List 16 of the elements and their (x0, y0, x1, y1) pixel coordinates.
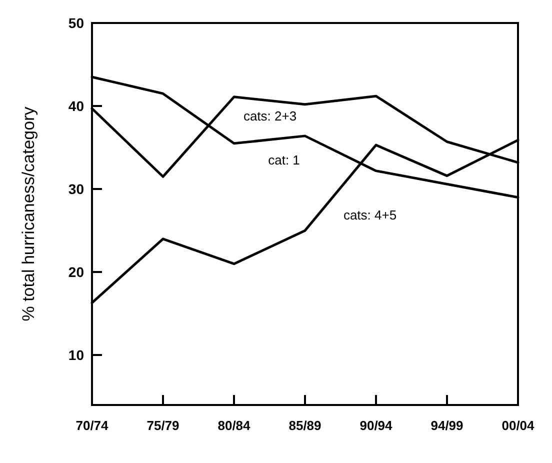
y-tick-label: 10 (68, 347, 84, 364)
x-tick-label: 00/04 (502, 418, 536, 433)
y-tick-label: 30 (68, 181, 84, 198)
series-label: cats: 2+3 (243, 108, 297, 124)
series-label: cat: 1 (268, 152, 300, 168)
x-tick-label: 75/79 (146, 418, 180, 433)
y-tick-label: 40 (68, 98, 84, 114)
series-label: cats: 4+5 (343, 208, 397, 223)
y-tick-label: 20 (68, 264, 84, 280)
x-tick-label: 90/94 (360, 418, 394, 433)
x-tick-label: 85/89 (288, 418, 322, 433)
y-axis-title: % total hurricaness/category (19, 106, 38, 322)
x-tick-label: 94/99 (430, 418, 464, 433)
x-tick-label: 80/84 (218, 418, 252, 433)
y-tick-label: 50 (68, 15, 84, 31)
x-tick-label: 70/74 (76, 418, 110, 433)
